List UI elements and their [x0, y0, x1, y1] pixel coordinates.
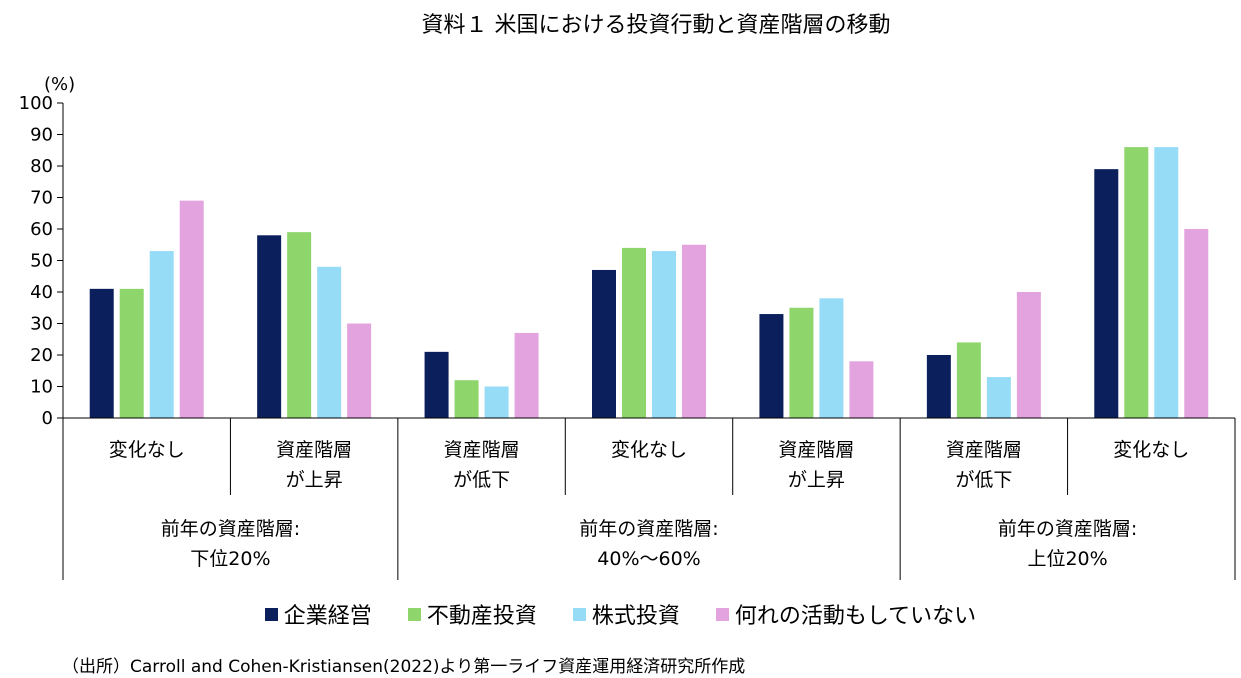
bars: [89, 147, 1209, 418]
legend-swatch: [572, 607, 586, 621]
group-label: 下位20%: [190, 548, 270, 570]
bar: [622, 247, 646, 418]
category-label: が上昇: [788, 469, 845, 491]
y-tick-label: 10: [30, 377, 53, 398]
bar: [1184, 229, 1209, 418]
group-label: 前年の資産階層:: [998, 518, 1137, 540]
y-tick-label: 60: [30, 219, 53, 240]
bar: [592, 269, 616, 418]
legend-item: 企業経営: [264, 598, 372, 630]
y-tick-label: 0: [42, 408, 53, 429]
legend-swatch: [715, 607, 729, 621]
legend-label: 企業経営: [283, 604, 372, 629]
bar: [1124, 147, 1149, 418]
bar: [347, 323, 372, 418]
category-label: 変化なし: [611, 439, 687, 461]
group-label: 上位20%: [1027, 548, 1107, 570]
y-axis: 0 10 20 30 40 50 60 70 80 90 100: [19, 93, 64, 429]
y-tick-label: 50: [30, 251, 53, 272]
chart-title: 資料１ 米国における投資行動と資産階層の移動: [422, 13, 891, 38]
y-tick-label: 100: [19, 93, 53, 114]
bar: [956, 342, 981, 418]
bar: [986, 377, 1011, 418]
category-label: 変化なし: [1113, 439, 1189, 461]
legend: 企業経営 不動産投資 株式投資 何れの活動もしていない: [0, 598, 1241, 630]
bar: [287, 232, 312, 418]
bar: [849, 361, 874, 418]
bar: [454, 380, 479, 418]
chart: 資料１ 米国における投資行動と資産階層の移動 (%) 0 10 20 30 40 50 60…: [19, 13, 1236, 580]
group-label: 前年の資産階層:: [579, 518, 718, 540]
legend-item: 株式投資: [572, 598, 680, 630]
y-axis-unit: (%): [44, 74, 75, 95]
legend-label: 株式投資: [591, 604, 680, 629]
legend-item: 何れの活動もしていない: [715, 598, 977, 630]
bar: [1094, 169, 1119, 418]
bar: [926, 355, 951, 418]
category-label: が低下: [955, 469, 1012, 491]
source-note: （出所）Carroll and Cohen-Kristiansen(2022)よ…: [62, 657, 746, 677]
y-tick-label: 40: [30, 282, 53, 303]
group-label: 前年の資産階層:: [161, 518, 300, 540]
category-label: 資産階層: [778, 439, 854, 461]
bar: [317, 266, 342, 418]
category-label: 資産階層: [946, 439, 1022, 461]
bar: [179, 200, 204, 418]
legend-swatch: [407, 607, 421, 621]
category-label: 変化なし: [109, 439, 185, 461]
bar: [89, 288, 114, 418]
category-label: が上昇: [286, 469, 343, 491]
y-tick-label: 20: [30, 345, 53, 366]
legend-label: 何れの活動もしていない: [734, 604, 977, 629]
bar: [257, 235, 282, 418]
bar: [652, 251, 676, 418]
legend-label: 不動産投資: [426, 604, 537, 629]
category-label: 資産階層: [276, 439, 352, 461]
group-label: 40%〜60%: [597, 548, 700, 570]
bar: [789, 307, 814, 418]
bar: [514, 332, 539, 418]
legend-item: 不動産投資: [407, 598, 537, 630]
bar: [759, 314, 784, 418]
y-tick-label: 90: [30, 125, 53, 146]
bar: [149, 251, 174, 418]
bar: [682, 244, 706, 418]
category-label: が低下: [453, 469, 510, 491]
bar: [1016, 292, 1041, 418]
bar: [484, 386, 509, 418]
y-tick-label: 30: [30, 314, 53, 335]
y-tick-label: 80: [30, 156, 53, 177]
bar: [424, 351, 449, 418]
bar: [119, 288, 144, 418]
legend-swatch: [264, 607, 278, 621]
category-label: 資産階層: [444, 439, 520, 461]
bar: [1154, 147, 1179, 418]
bar: [819, 298, 844, 418]
y-tick-label: 70: [30, 188, 53, 209]
